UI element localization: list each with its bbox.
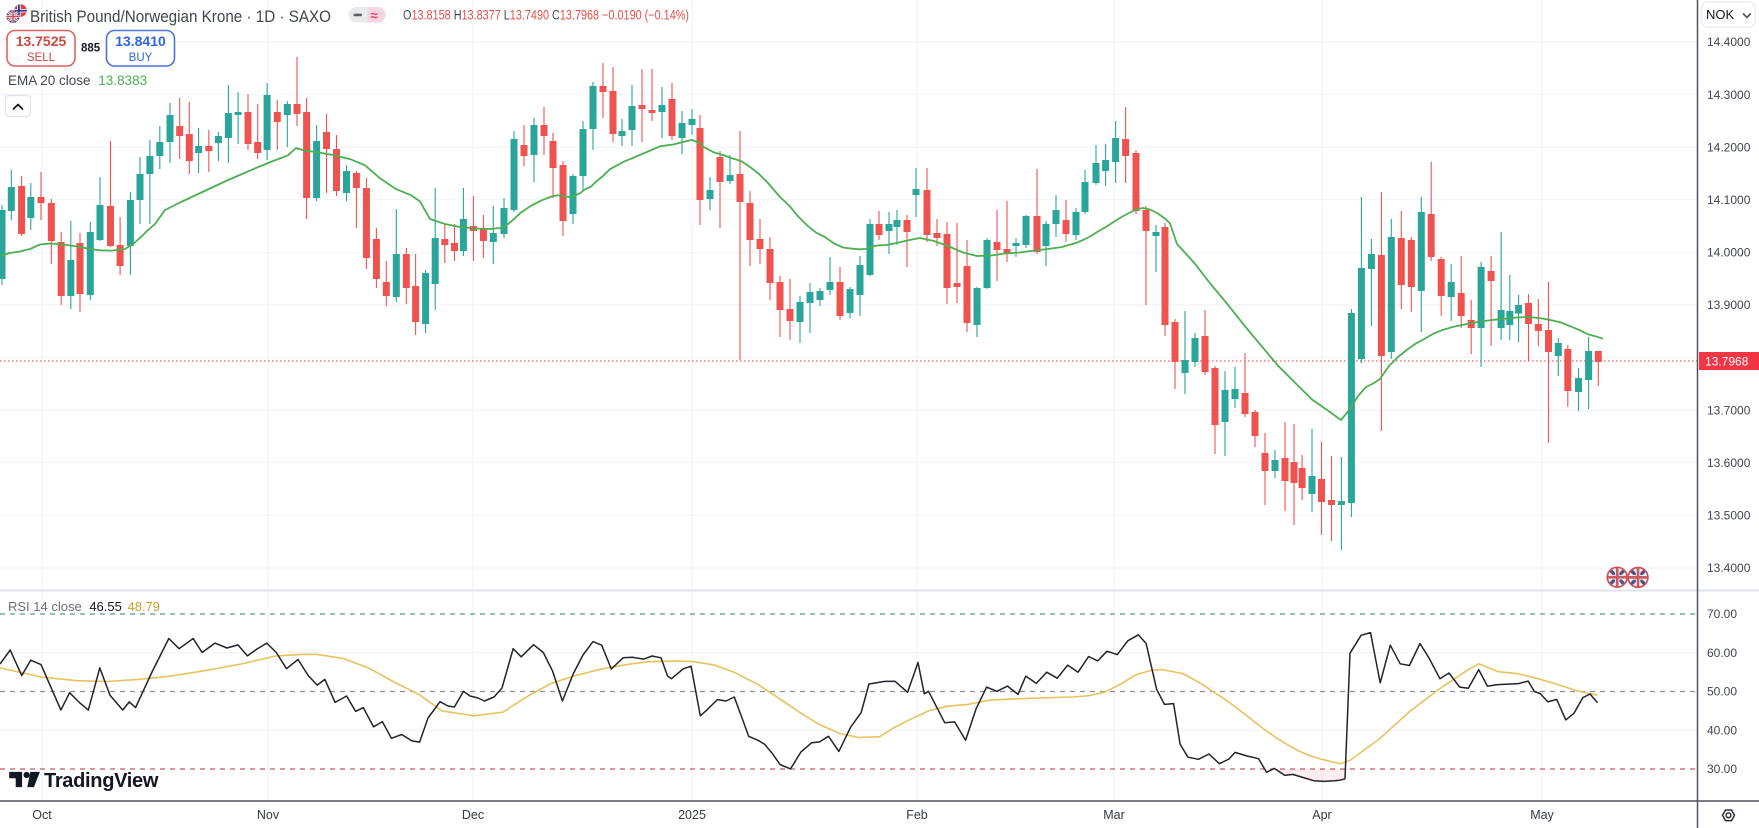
svg-text:14.3000: 14.3000 (1707, 88, 1751, 102)
svg-text:BUY: BUY (129, 52, 153, 64)
svg-text:40.00: 40.00 (1707, 724, 1737, 738)
svg-text:Apr: Apr (1312, 808, 1331, 822)
svg-text:Mar: Mar (1103, 808, 1125, 822)
svg-text:13.4000: 13.4000 (1707, 561, 1751, 575)
svg-text:14.4000: 14.4000 (1707, 35, 1751, 49)
svg-text:NOK: NOK (1706, 7, 1735, 22)
svg-text:14.2000: 14.2000 (1707, 140, 1751, 154)
svg-text:14.1000: 14.1000 (1707, 193, 1751, 207)
svg-text:2025: 2025 (678, 808, 706, 822)
svg-text:70.00: 70.00 (1707, 607, 1737, 621)
svg-text:TradingView: TradingView (44, 770, 159, 792)
svg-text:13.5000: 13.5000 (1707, 509, 1751, 523)
svg-text:13.7525: 13.7525 (16, 33, 67, 49)
svg-text:≈: ≈ (371, 8, 379, 23)
svg-text:13.8410: 13.8410 (115, 33, 166, 49)
svg-text:EMA 20 close 13.8383: EMA 20 close 13.8383 (8, 73, 147, 88)
svg-text:885: 885 (81, 43, 101, 55)
svg-text:13.9000: 13.9000 (1707, 298, 1751, 312)
svg-text:60.00: 60.00 (1707, 646, 1737, 660)
svg-text:RSI 14 close 46.55 48.79: RSI 14 close 46.55 48.79 (8, 599, 160, 614)
svg-text:May: May (1530, 808, 1554, 822)
svg-text:13.7968: 13.7968 (1705, 355, 1749, 369)
svg-text:Oct: Oct (32, 808, 52, 822)
svg-text:Feb: Feb (906, 808, 928, 822)
svg-text:O13.8158 H13.8377 L13.7490 C13: O13.8158 H13.8377 L13.7490 C13.7968 −0.0… (403, 8, 689, 23)
svg-text:13.6000: 13.6000 (1707, 456, 1751, 470)
svg-text:30.00: 30.00 (1707, 762, 1737, 776)
svg-text:Dec: Dec (462, 808, 484, 822)
svg-text:50.00: 50.00 (1707, 685, 1737, 699)
svg-text:British Pound/Norwegian Krone: British Pound/Norwegian Krone · 1D · SAX… (30, 7, 331, 26)
svg-text:13.7000: 13.7000 (1707, 403, 1751, 417)
svg-text:14.0000: 14.0000 (1707, 246, 1751, 260)
svg-text:Nov: Nov (257, 808, 280, 822)
svg-text:SELL: SELL (27, 52, 56, 64)
